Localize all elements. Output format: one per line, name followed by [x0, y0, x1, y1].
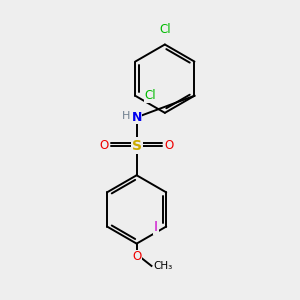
Text: Cl: Cl: [159, 23, 171, 36]
Text: O: O: [99, 139, 109, 152]
Text: O: O: [165, 139, 174, 152]
Text: Cl: Cl: [145, 89, 156, 102]
Text: H: H: [122, 111, 130, 121]
Text: O: O: [132, 250, 141, 263]
Text: S: S: [132, 139, 142, 152]
Text: N: N: [131, 111, 142, 124]
Text: CH₃: CH₃: [153, 261, 172, 271]
Text: I: I: [154, 220, 158, 233]
